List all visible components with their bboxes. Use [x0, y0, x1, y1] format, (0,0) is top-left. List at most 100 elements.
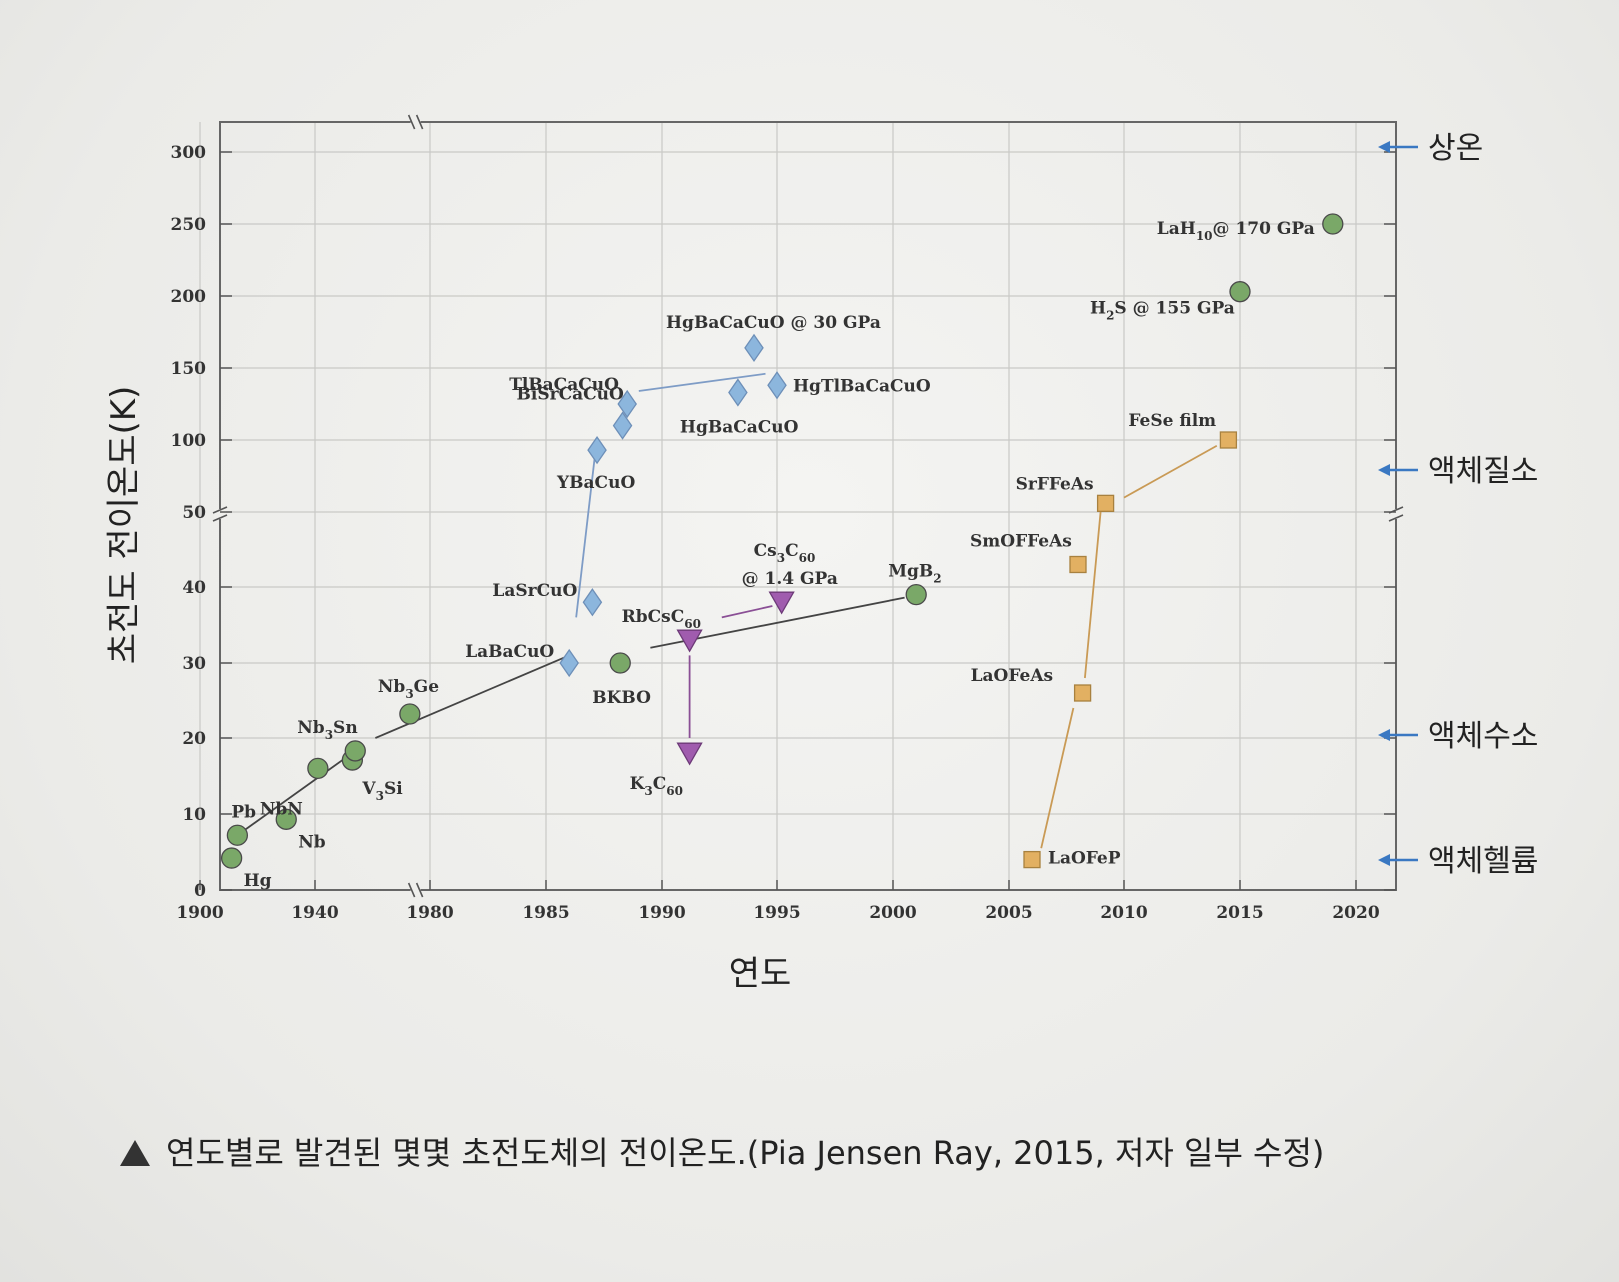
marker-labacuo	[559, 648, 579, 678]
x-tick-label: 2010	[1100, 903, 1147, 923]
y-tick-label: 0	[194, 881, 206, 901]
marker-lasrcuo	[582, 588, 603, 617]
y-tick-label: 10	[182, 805, 206, 825]
data-label: LaSrCuO	[492, 581, 577, 601]
data-label: BiSrCaCuO	[517, 385, 624, 405]
marker-hgbacacuo-30-gpa	[744, 333, 764, 362]
data-label: NbN	[260, 799, 303, 819]
ref-marker: 액체헬륨	[1378, 844, 1538, 879]
data-label: Nb3Ge	[378, 677, 439, 701]
marker-lah10-170-gpa	[1322, 213, 1344, 235]
marker-laofep	[1023, 850, 1041, 869]
trend-line-conventional-early	[236, 750, 356, 837]
x-tick-label: 2000	[869, 903, 916, 923]
trend-lines	[236, 372, 1218, 849]
data-label: FeSe film	[1128, 411, 1216, 431]
marker-hgtlbacacuo	[767, 371, 787, 400]
data-label: HgTlBaCaCuO	[793, 376, 931, 396]
ref-marker: 액체질소	[1378, 454, 1538, 489]
y-tick-label: 250	[171, 215, 207, 235]
data-label: TlBaCaCuO	[509, 375, 619, 395]
plot-frame	[219, 121, 1397, 891]
y-tick-label: 50	[182, 503, 206, 523]
y-tick-label: 200	[171, 287, 207, 307]
marker-ybacuo	[587, 435, 607, 465]
data-label: HgBaCaCuO	[680, 417, 799, 437]
caption-text: 연도별로 발견된 몇몇 초전도체의 전이온도.(Pia Jensen Ray, …	[166, 1134, 1325, 1172]
x-tick-label: 2005	[985, 903, 1032, 923]
ref-label: 액체수소	[1428, 719, 1538, 754]
x-tick-label: 1900	[176, 903, 223, 923]
marker-h2s-155-gpa	[1229, 281, 1251, 303]
marker-hg	[220, 847, 243, 869]
marker-nb	[275, 808, 297, 830]
ref-label: 액체질소	[1428, 454, 1538, 489]
data-label: YBaCuO	[556, 473, 635, 493]
data-label: Nb	[298, 832, 326, 852]
data-label: LaOFeAs	[971, 666, 1054, 686]
y-tick-label: 40	[182, 578, 206, 598]
x-tick-label: 1980	[406, 903, 453, 923]
x-tick-label: 1940	[291, 903, 338, 923]
data-label: Nb3Sn	[297, 718, 357, 742]
trend-line-fulleride-2	[721, 605, 773, 619]
data-label: V3Si	[361, 779, 403, 803]
x-tick-label: 1995	[753, 903, 800, 923]
marker-bisrcacuo	[612, 411, 633, 440]
data-label: H2S @ 155 GPa	[1090, 299, 1235, 323]
y-tick-label: 100	[171, 431, 207, 451]
marker-k3c60	[676, 742, 703, 766]
ref-label: 액체헬륨	[1428, 844, 1538, 879]
marker-laofeas	[1073, 684, 1092, 702]
arrowhead-icon	[1378, 141, 1390, 153]
marker-bkbo	[609, 652, 631, 674]
data-labels: Hg Pb Nb NbN V3Si Nb3Sn Nb3Ge BKBO MgB2 H2S @ 155…	[231, 219, 1314, 891]
x-tick-label: 2015	[1216, 903, 1263, 923]
y-axis-break-right	[1388, 506, 1404, 522]
marker-hgbacacuo	[728, 378, 748, 407]
data-label: RbCsC60	[622, 607, 701, 631]
data-label: SmOFFeAs	[970, 532, 1072, 552]
arrowhead-icon	[1378, 464, 1390, 476]
y-tick-label: 150	[171, 359, 207, 379]
marker-smoffeas	[1069, 555, 1087, 574]
marker-nb3sn	[344, 740, 366, 762]
y-tick-labels: 0 10 20 30 40 50 100 150 200 250 300	[171, 143, 1396, 901]
arrowhead-icon	[1378, 854, 1390, 866]
marker-pb	[226, 824, 249, 846]
y-axis-break-left	[212, 506, 228, 522]
arrowhead-icon	[1378, 729, 1390, 741]
ref-label: 상온	[1428, 131, 1483, 166]
y-tick-label: 300	[171, 143, 207, 163]
x-tick-label: 1990	[638, 903, 685, 923]
data-label: Pb	[231, 802, 256, 822]
data-label: Cs3C60 @ 1.4 GPa	[742, 541, 838, 589]
marker-nbn	[307, 757, 329, 780]
data-label: MgB2	[888, 562, 941, 586]
triangle-bullet-icon	[120, 1140, 150, 1166]
x-axis-title: 연도	[729, 954, 792, 994]
data-label: LaOFeP	[1048, 849, 1121, 869]
data-label: HgBaCaCuO @ 30 GPa	[666, 313, 881, 333]
trend-line-iron-1	[1040, 707, 1075, 849]
x-tick-label: 2020	[1332, 903, 1379, 923]
marker-nb3ge	[399, 703, 421, 725]
y-tick-label: 20	[182, 729, 206, 749]
marker-rbcsc60	[676, 629, 703, 653]
data-label: K3C60	[630, 774, 683, 798]
marker-fese-film	[1219, 431, 1238, 449]
y-axis-title: 초전도 전이온도(K)	[104, 386, 144, 665]
marker-tlbacacuo	[617, 389, 637, 419]
data-label: LaH10@ 170 GPa	[1157, 219, 1315, 243]
x-axis-break-top	[407, 114, 424, 130]
figure-caption: 연도별로 발견된 몇몇 초전도체의 전이온도.(Pia Jensen Ray, …	[120, 1128, 1580, 1174]
marker-mgb2	[905, 583, 927, 606]
x-axis-break-bottom	[407, 882, 424, 898]
x-tick-labels: 1900 1940 1980 1985 1990 1995 2000 2005 2010 2015…	[176, 880, 1380, 923]
data-label: Hg	[244, 871, 272, 891]
trend-line-iron-3	[1123, 444, 1218, 499]
data-label: LaBaCuO	[465, 642, 554, 662]
marker-cs3c60-1-4-gpa	[768, 591, 795, 615]
data-markers	[220, 213, 1344, 869]
